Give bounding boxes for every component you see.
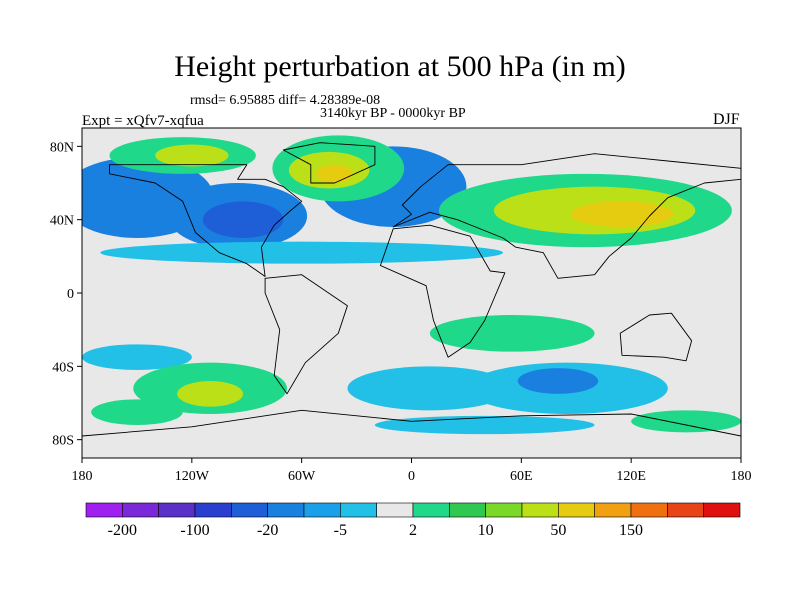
- x-tick-label: 60W: [288, 469, 316, 484]
- colorbar-label: -5: [334, 522, 347, 539]
- colorbar-box: [521, 502, 559, 518]
- colorbar-label: 2: [409, 522, 417, 539]
- field-region-antarctic-green: [631, 410, 741, 433]
- colorbar-box: [376, 502, 414, 518]
- colorbar-box: [703, 502, 741, 518]
- stats-label: rmsd= 6.95885 diff= 4.28389e-08: [190, 93, 381, 108]
- colorbar-box: [485, 502, 523, 518]
- colorbar-box: [667, 502, 704, 518]
- colorbar-label: -100: [180, 522, 209, 539]
- latitude-axis: 80N 40N 0 40S 80S: [50, 140, 82, 449]
- colorbar-box: [158, 502, 196, 518]
- colorbar-box: [303, 502, 341, 518]
- colorbar-box: [594, 502, 632, 518]
- colorbar-box: [231, 502, 268, 518]
- x-tick-label: 180: [731, 469, 752, 484]
- field-region-antarctic-cyan: [374, 415, 595, 435]
- period-label: 3140kyr BP - 0000kyr BP: [320, 106, 466, 121]
- colorbar-box: [122, 502, 159, 518]
- colorbar-box: [85, 502, 123, 518]
- plot-title: Height perturbation at 500 hPa (in m): [174, 50, 626, 83]
- x-tick-label: 0: [408, 469, 415, 484]
- y-tick-label: 0: [67, 287, 74, 302]
- height-perturbation-field: [82, 135, 741, 435]
- map-area: [81, 127, 742, 459]
- coastline-europe-asia: [392, 153, 741, 279]
- colorbar-label: -20: [257, 522, 278, 539]
- field-region-arctic-yellow: [155, 144, 229, 167]
- field-region-s-pacific-cyan: [82, 344, 192, 370]
- colorbar-label: 10: [478, 522, 494, 539]
- colorbar-box: [194, 502, 232, 518]
- colorbar-box: [412, 502, 450, 518]
- colorbar-box: [340, 502, 377, 518]
- y-tick-label: 40S: [52, 360, 74, 375]
- x-tick-label: 60E: [510, 469, 533, 484]
- field-region-asia-orange: [570, 201, 674, 228]
- x-tick-label: 120E: [616, 469, 646, 484]
- colorbar-box: [449, 502, 486, 518]
- colorbar-box: [558, 502, 595, 518]
- x-tick-label: 180: [72, 469, 93, 484]
- colorbar-label: 50: [550, 522, 566, 539]
- coastlines: [82, 142, 741, 458]
- coastline-south-america: [264, 274, 348, 395]
- colorbar-label: -200: [108, 522, 137, 539]
- colorbar: -200 -100 -20 -5 2 10 50 150: [85, 502, 741, 539]
- coastline-australia: [619, 312, 693, 362]
- colorbar-label: 150: [619, 522, 643, 539]
- y-tick-label: 40N: [50, 214, 74, 229]
- field-region-s-indian-blue: [517, 368, 599, 394]
- field-region-n-america-core: [202, 201, 284, 239]
- season-label: DJF: [713, 111, 740, 128]
- coastline-north-america: [109, 164, 303, 277]
- coastline-greenland: [282, 142, 376, 184]
- coastline-africa: [379, 224, 506, 358]
- y-tick-label: 80N: [50, 140, 74, 155]
- y-tick-label: 80S: [52, 434, 74, 449]
- coastline-antarctica: [82, 409, 741, 458]
- experiment-label: Expt = xQfv7-xqfua: [82, 113, 204, 129]
- x-tick-label: 120W: [175, 469, 210, 484]
- field-region-greenland-core: [316, 164, 353, 183]
- field-region-s-pacific-yellow: [177, 381, 244, 407]
- field-region-s-atlantic-cyan: [347, 366, 513, 411]
- field-region-subtropic-cyan: [100, 241, 504, 264]
- field-region-s-pacific-green2: [91, 399, 183, 425]
- colorbar-box: [267, 502, 305, 518]
- field-region-indian-green: [429, 315, 595, 352]
- colorbar-box: [630, 502, 668, 518]
- longitude-axis: 180 120W 60W 0 60E 120E 180: [72, 458, 752, 484]
